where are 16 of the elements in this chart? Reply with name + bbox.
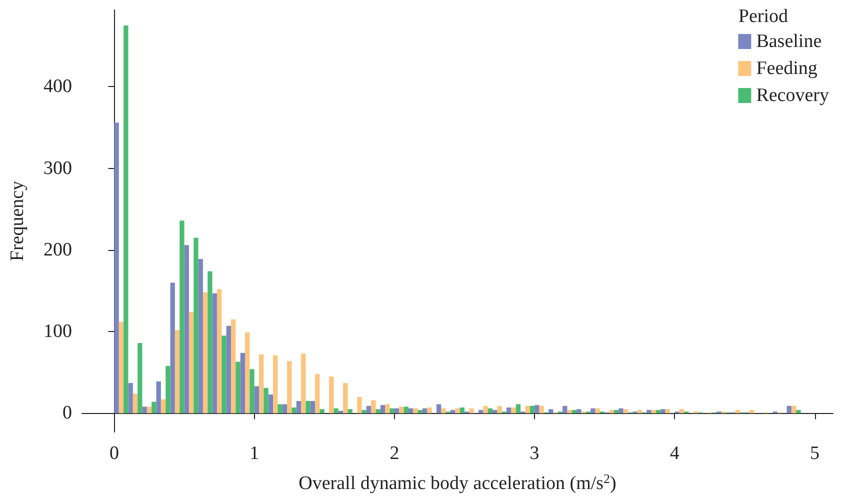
x-tick-label: 0 xyxy=(109,443,119,464)
legend-label: Feeding xyxy=(756,58,818,79)
y-tick-label: 400 xyxy=(44,76,72,98)
x-tick-label: 5 xyxy=(810,443,820,464)
legend-title: Period xyxy=(738,6,788,27)
x-tick-label: 4 xyxy=(670,443,680,464)
y-tick-label: 100 xyxy=(44,321,72,342)
y-tick-label: 0 xyxy=(62,402,72,424)
y-axis-title: Frequency xyxy=(7,180,28,262)
x-tick-label: 1 xyxy=(250,443,260,464)
legend-label: Recovery xyxy=(756,85,830,106)
x-tick-label: 3 xyxy=(530,443,540,464)
legend-label: Baseline xyxy=(756,31,822,52)
y-tick-label: 300 xyxy=(44,158,72,179)
x-tick-label: 2 xyxy=(390,443,400,464)
y-tick-label: 200 xyxy=(44,239,72,260)
